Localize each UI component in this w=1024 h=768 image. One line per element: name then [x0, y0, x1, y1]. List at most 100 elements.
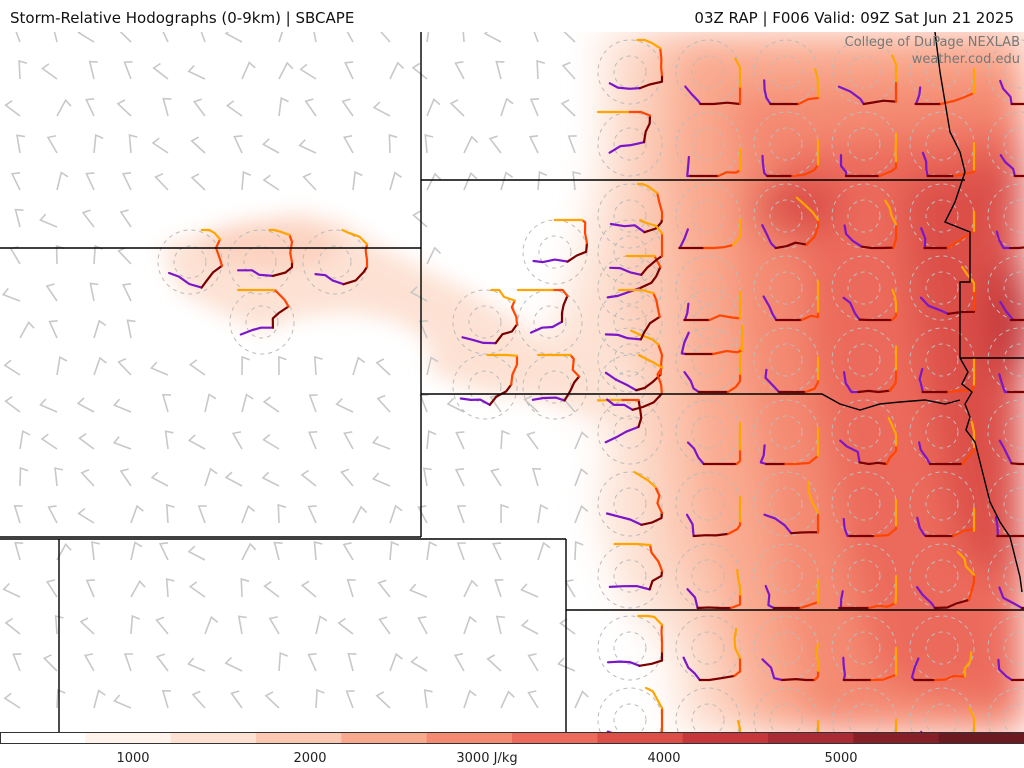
wind-barb	[278, 96, 289, 117]
hodograph	[998, 373, 1024, 394]
hodograph-ring	[597, 255, 663, 321]
hodograph-segment	[684, 85, 702, 106]
wind-barb	[162, 97, 172, 117]
wind-barb	[224, 32, 243, 43]
hodograph-segment	[998, 586, 1023, 610]
hodograph-segment	[918, 441, 932, 466]
wind-barb	[81, 209, 95, 228]
wind-barb	[80, 468, 95, 487]
hodograph	[910, 651, 973, 682]
hodograph-segment	[699, 101, 742, 106]
wind-barb	[4, 617, 21, 635]
wind-barb	[411, 62, 428, 80]
hodograph-segment	[659, 47, 664, 77]
hodograph	[737, 720, 742, 732]
wind-barb	[563, 32, 576, 43]
wind-barb	[225, 100, 243, 117]
hodograph-ring	[925, 343, 959, 377]
hodograph-segment	[1010, 462, 1024, 466]
wind-barb	[463, 579, 479, 598]
hodograph-segment	[998, 439, 1013, 465]
wind-barb	[454, 61, 465, 80]
wind-barb	[158, 542, 169, 561]
wind-barb	[278, 32, 284, 43]
hodograph-segment	[640, 511, 664, 526]
hodograph-segment	[842, 296, 861, 321]
hodograph	[531, 353, 581, 402]
wind-barb	[204, 467, 218, 487]
hodograph-ring	[847, 631, 881, 665]
hodograph	[764, 356, 820, 394]
hodograph-segment	[268, 228, 291, 236]
hodograph-ring	[925, 127, 959, 161]
hodograph	[683, 290, 742, 322]
hodograph	[842, 288, 898, 322]
hodograph-segment	[934, 674, 967, 682]
wind-barb	[19, 466, 29, 487]
hodograph-segment	[639, 265, 662, 289]
hodograph-segment	[660, 623, 664, 653]
map-panel[interactable]	[0, 32, 1024, 732]
wind-barb	[308, 394, 318, 413]
hodograph-ring	[613, 235, 647, 269]
hodograph-segment	[631, 392, 663, 411]
wind-barb	[449, 99, 465, 117]
state-borders	[0, 32, 1024, 732]
hodograph	[994, 516, 1024, 538]
hodograph-ring	[693, 305, 727, 339]
hodograph-segment	[763, 79, 772, 106]
wind-barb	[537, 541, 551, 561]
wind-barb	[446, 397, 465, 413]
colorbar-segment	[768, 732, 854, 744]
wind-barb	[426, 172, 442, 191]
wind-barb	[557, 657, 576, 672]
wind-barb	[574, 504, 589, 524]
wind-barb	[89, 282, 99, 302]
hodograph-segment	[214, 238, 224, 267]
wind-barb	[154, 172, 169, 191]
wind-barb	[161, 689, 171, 709]
hodograph-segment	[639, 315, 661, 341]
hodograph-ring	[1003, 487, 1024, 521]
wind-barb	[347, 652, 357, 672]
hodograph-ring	[229, 289, 295, 355]
colorbar-tick: 4000	[647, 751, 681, 766]
hodograph-ring	[1003, 271, 1024, 305]
wind-barb	[187, 65, 206, 80]
hodograph	[168, 228, 224, 289]
wind-barb	[117, 357, 132, 376]
wind-barb	[53, 32, 58, 43]
colorbar-segment	[85, 732, 172, 744]
hodograph	[685, 495, 742, 538]
hodograph-ring	[538, 235, 572, 269]
hodograph-ring	[769, 55, 803, 89]
wind-barb	[315, 688, 325, 709]
wind-barb	[42, 654, 58, 672]
wind-barb	[56, 171, 69, 191]
wind-barb	[187, 657, 206, 672]
wind-barb	[162, 32, 169, 43]
hodograph	[680, 324, 744, 356]
hodograph-segment	[686, 588, 699, 610]
wind-barb	[164, 430, 174, 450]
wind-barb	[527, 690, 539, 709]
wind-barb	[230, 690, 243, 709]
hodograph-segment	[648, 569, 664, 591]
hodograph-segment	[604, 425, 640, 444]
hodograph-segment	[649, 543, 664, 572]
hodograph-segment	[761, 154, 769, 178]
wind-barb	[261, 138, 280, 154]
wind-barb	[126, 319, 136, 339]
wind-barb	[389, 171, 402, 191]
hodograph-segment	[1009, 246, 1024, 250]
hodograph-segment	[200, 264, 224, 289]
hodograph-segment	[569, 353, 581, 378]
colorbar-segment	[512, 732, 598, 744]
hodograph-segment	[795, 196, 820, 221]
hodograph-segment	[891, 54, 898, 83]
hodograph-segment	[764, 368, 781, 394]
hodograph-ring	[925, 631, 959, 665]
wind-barb	[85, 579, 95, 598]
wind-barb	[56, 98, 72, 117]
wind-barb	[241, 393, 254, 413]
